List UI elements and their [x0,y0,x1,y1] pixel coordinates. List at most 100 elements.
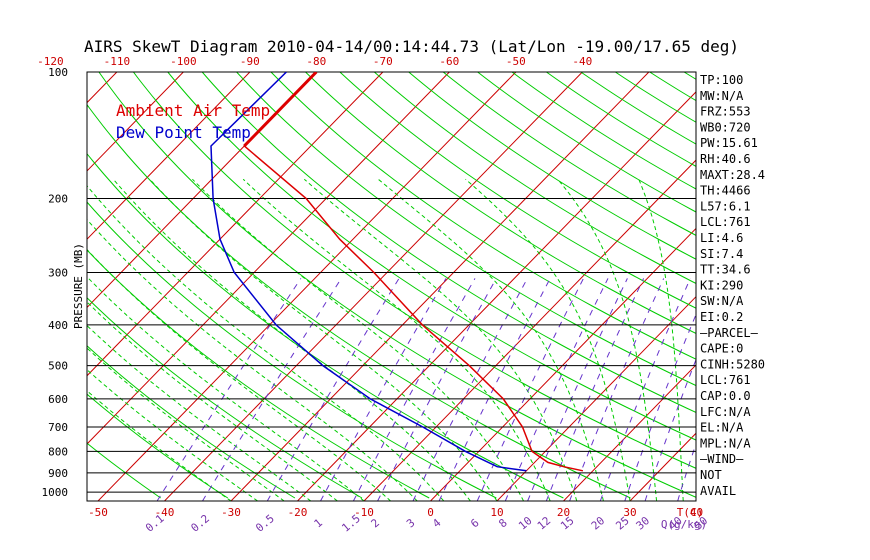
bottom-temp-tick-label: 10 [490,506,503,519]
stability-index-item: LI:4.6 [700,231,743,245]
stability-index-item: NOT [700,468,722,482]
top-temp-tick-label: -80 [306,55,326,68]
dry-adiabat-line [787,72,870,498]
moist-adiabat-line [112,178,471,501]
mixing-ratio-line [320,278,447,501]
moist-adiabat-line [87,390,232,501]
top-temp-tick-label: -50 [506,55,526,68]
mixing-ratio-line [377,278,497,501]
mixing-ratio-line [352,278,476,501]
moist-adiabat-line [192,178,525,501]
moist-adiabat-line [87,276,365,501]
stability-index-item: LCL:761 [700,373,751,387]
stability-index-item: —WIND— [700,452,744,466]
dewpoint-line [210,72,527,472]
dry-adiabat-line [201,72,696,414]
dry-adiabat-line [477,72,696,213]
temp-unit-label: T(C) [677,506,704,519]
mixing-ratio-tick-label: 20 [589,514,608,532]
mixing-ratio-line [266,278,400,501]
bottom-temp-tick-label: 30 [623,506,636,519]
stability-index-item: SI:7.4 [700,247,743,261]
stability-index-item: LCL:761 [700,215,751,229]
bottom-temp-tick-label: 40 [690,506,703,519]
stability-index-item: EI:0.2 [700,310,743,324]
legend-item-dewpoint: Dew Point Temp [116,123,251,142]
bottom-temp-tick-label: 0 [427,506,434,519]
dry-adiabat-line [511,72,696,190]
mixing-ratio-line [545,278,645,501]
stability-index-item: —PARCEL— [700,326,759,340]
dry-adiabat-line [442,72,696,236]
stability-index-item: KI:290 [700,278,743,292]
pressure-tick-label: 400 [48,319,68,332]
plot-frame [86,71,697,502]
legend-item-ambient: Ambient Air Temp [116,101,270,120]
mixing-ratio-line [527,278,628,501]
stability-index-item: AVAIL [700,484,736,498]
dry-adiabat-line [270,72,696,360]
stability-index-item: MAXT:28.4 [700,168,765,182]
mixing-ratio-tick-label: 0.5 [253,512,277,535]
mixing-ratio-line [156,278,302,501]
mixing-ratio-tick-label: 1 [312,516,325,530]
mixing-ratio-tick-label: 0.2 [188,512,212,535]
stability-index-item: PW:15.61 [700,136,758,150]
mixing-ratio-line [599,278,691,501]
mixing-ratio-tick-label: 10 [516,514,535,532]
mixing-ratio-line [624,313,696,501]
isotherm-line [563,364,696,501]
dry-adiabat-line [305,72,696,334]
moist-adiabat-line [377,178,604,501]
moist-adiabat-line [242,178,551,501]
stability-index-item: CAP:0.0 [700,389,751,403]
stability-index-item: MW:N/A [700,89,744,103]
moist-adiabat-line [87,369,258,501]
mixing-ratio-line [476,278,584,501]
mixing-ratio-tick-label: 2 [369,516,382,530]
mixing-ratio-unit-label: Q(g/kg) [661,518,707,531]
mixing-ratio-line [569,278,665,501]
pressure-tick-label: 700 [48,421,68,434]
pressure-tick-label: 100 [48,66,68,79]
mixing-ratio-tick-label: 6 [468,516,481,530]
mixing-ratio-line [202,278,342,501]
isotherm-line [363,159,696,501]
bottom-temp-tick-label: -20 [288,506,308,519]
mixing-ratio-line [412,278,528,501]
stability-index-item: FRZ:553 [700,105,751,119]
stability-index-item: TH:4466 [700,184,751,198]
stability-index-item: RH:40.6 [700,152,751,166]
bottom-temp-tick-label: -10 [354,506,374,519]
mixing-ratio-line [438,278,551,501]
isotherm-line [87,72,251,240]
bottom-temp-tick-label: 20 [557,506,570,519]
moist-adiabat-line [87,218,418,501]
isotherm-line [763,72,870,501]
mixing-ratio-line [504,278,609,501]
pressure-tick-label: 600 [48,393,68,406]
stability-index-item: L57:6.1 [700,199,751,213]
top-temp-tick-label: -40 [572,55,592,68]
isotherm-line [164,72,583,501]
moist-adiabat-line [87,347,285,501]
moist-adiabat-line [465,178,631,501]
legend: Ambient Air Temp Dew Point Temp [116,101,270,142]
bottom-temp-tick-label: -40 [155,506,175,519]
mixing-ratio-line [644,358,696,501]
dry-adiabat-line [822,72,870,498]
moist-adiabat-line [87,324,312,501]
stability-index-item: WB0:720 [700,120,751,134]
pressure-tick-label: 1000 [42,486,69,499]
pressure-tick-label: 300 [48,266,68,279]
moist-adiabat-line [303,178,578,501]
dry-adiabat-line [580,72,696,145]
top-temp-tick-label: -100 [170,55,197,68]
top-temp-tick-label: -60 [439,55,459,68]
stability-index-item: CAPE:0 [700,342,743,356]
dry-adiabat-line [373,72,696,285]
isotherm-line [87,72,118,104]
pressure-tick-label: 900 [48,467,68,480]
stability-index-item: SW:N/A [700,294,744,308]
